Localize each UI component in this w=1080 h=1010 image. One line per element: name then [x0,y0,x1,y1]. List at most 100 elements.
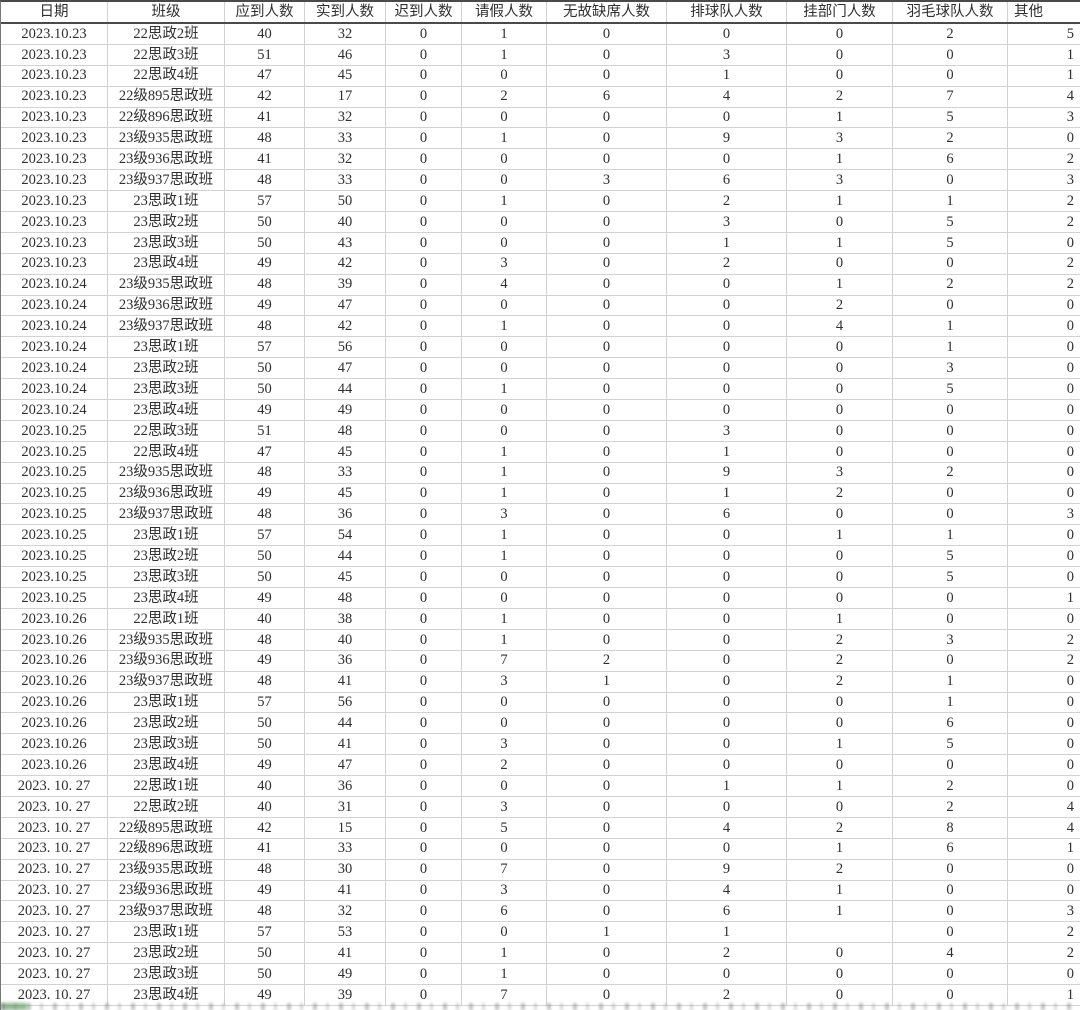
cell-department[interactable]: 2 [787,650,893,671]
cell-other[interactable]: 2 [1066,192,1074,209]
cell-volleyball[interactable]: 0 [667,379,787,400]
cell-absent[interactable]: 0 [547,796,667,817]
cell-badminton[interactable]: 0 [893,65,1008,86]
cell-department[interactable]: 0 [787,984,893,1005]
cell-department[interactable]: 0 [787,713,893,734]
cell-other[interactable]: 1 [1066,46,1074,63]
cell-badminton[interactable]: 4 [893,943,1008,964]
cell-actual[interactable]: 49 [305,964,386,984]
cell-late[interactable]: 0 [386,567,462,588]
cell-late[interactable]: 0 [386,232,462,253]
cell-actual[interactable]: 42 [305,316,386,337]
cell-volleyball[interactable]: 0 [667,274,787,295]
cell-expected[interactable]: 49 [225,880,305,901]
cell-department[interactable]: 1 [787,107,893,128]
cell-date[interactable]: 2023.10.25 [1,588,108,608]
cell-date[interactable]: 2023.10.25 [1,462,108,483]
cell-actual[interactable]: 54 [305,525,386,546]
cell-absent[interactable]: 0 [547,483,667,504]
cell-leave[interactable]: 0 [462,358,547,379]
cell-class[interactable]: 22思政1班 [108,776,225,796]
cell-other[interactable]: 4 [1066,88,1074,105]
header-cell-volleyball[interactable]: 排球队人数 [667,2,787,22]
cell-late[interactable]: 0 [386,24,462,44]
cell-absent[interactable]: 0 [547,253,667,274]
cell-department[interactable]: 0 [787,588,893,608]
cell-leave[interactable]: 3 [462,671,547,692]
cell-late[interactable]: 0 [386,253,462,274]
cell-expected[interactable]: 48 [225,901,305,922]
cell-leave[interactable]: 1 [462,24,547,44]
cell-class[interactable]: 23思政4班 [108,755,225,776]
cell-badminton[interactable]: 5 [893,107,1008,128]
cell-expected[interactable]: 47 [225,441,305,462]
cell-actual[interactable]: 47 [305,295,386,316]
cell-absent[interactable]: 0 [547,379,667,400]
cell-badminton[interactable]: 0 [893,650,1008,671]
cell-volleyball[interactable]: 4 [667,86,787,107]
cell-leave[interactable]: 0 [462,776,547,796]
cell-badminton[interactable]: 0 [893,755,1008,776]
cell-leave[interactable]: 1 [462,546,547,567]
cell-expected[interactable]: 40 [225,24,305,44]
cell-department[interactable]: 0 [787,796,893,817]
cell-late[interactable]: 0 [386,107,462,128]
cell-actual[interactable]: 48 [305,420,386,441]
cell-badminton[interactable]: 1 [893,191,1008,212]
cell-leave[interactable]: 1 [462,608,547,629]
cell-class[interactable]: 23思政1班 [108,922,225,943]
cell-class[interactable]: 23级936思政班 [108,149,225,170]
cell-class[interactable]: 23级936思政班 [108,650,225,671]
cell-leave[interactable]: 7 [462,859,547,880]
cell-leave[interactable]: 3 [462,734,547,755]
cell-actual[interactable]: 17 [305,86,386,107]
cell-volleyball[interactable]: 2 [667,984,787,1005]
cell-absent[interactable]: 0 [547,629,667,650]
cell-late[interactable]: 0 [386,441,462,462]
cell-late[interactable]: 0 [386,337,462,358]
cell-badminton[interactable]: 0 [893,901,1008,922]
cell-leave[interactable]: 1 [462,483,547,504]
cell-date[interactable]: 2023. 10. 27 [1,838,108,859]
cell-date[interactable]: 2023. 10. 27 [1,817,108,838]
cell-badminton[interactable]: 0 [893,170,1008,191]
cell-volleyball[interactable]: 1 [667,232,787,253]
cell-absent[interactable]: 0 [547,420,667,441]
cell-department[interactable]: 2 [787,629,893,650]
cell-absent[interactable]: 0 [547,462,667,483]
cell-badminton[interactable]: 0 [893,588,1008,608]
cell-class[interactable]: 23思政3班 [108,379,225,400]
cell-absent[interactable]: 0 [547,232,667,253]
cell-department[interactable]: 4 [787,316,893,337]
cell-volleyball[interactable]: 0 [667,964,787,984]
cell-absent[interactable]: 1 [547,671,667,692]
cell-other[interactable]: 0 [1066,965,1074,982]
cell-department[interactable]: 0 [787,567,893,588]
cell-badminton[interactable]: 0 [893,984,1008,1005]
cell-expected[interactable]: 41 [225,149,305,170]
cell-other[interactable]: 0 [1066,861,1074,878]
cell-volleyball[interactable]: 2 [667,253,787,274]
cell-leave[interactable]: 3 [462,796,547,817]
cell-department[interactable]: 0 [787,441,893,462]
cell-volleyball[interactable]: 3 [667,44,787,65]
cell-volleyball[interactable]: 0 [667,734,787,755]
cell-expected[interactable]: 50 [225,379,305,400]
cell-absent[interactable]: 0 [547,504,667,525]
cell-actual[interactable]: 33 [305,838,386,859]
cell-class[interactable]: 23思政1班 [108,692,225,713]
cell-department[interactable]: 3 [787,462,893,483]
cell-class[interactable]: 23思政3班 [108,232,225,253]
cell-expected[interactable]: 48 [225,462,305,483]
cell-department[interactable]: 0 [787,692,893,713]
cell-absent[interactable]: 0 [547,191,667,212]
cell-late[interactable]: 0 [386,922,462,943]
cell-badminton[interactable]: 2 [893,24,1008,44]
cell-other[interactable]: 2 [1066,923,1074,940]
cell-department[interactable]: 0 [787,337,893,358]
cell-badminton[interactable]: 0 [893,880,1008,901]
cell-other[interactable]: 0 [1066,422,1074,439]
cell-late[interactable]: 0 [386,671,462,692]
cell-other[interactable]: 1 [1066,67,1074,84]
cell-badminton[interactable]: 5 [893,546,1008,567]
